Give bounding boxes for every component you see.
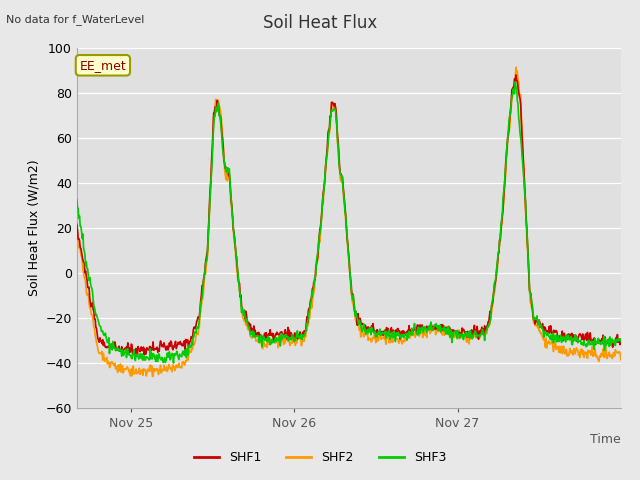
- SHF1: [512, 72, 520, 78]
- Text: Time: Time: [590, 433, 621, 446]
- SHF3: [511, 79, 519, 84]
- SHF1: [404, 327, 412, 333]
- SHF1: [131, 352, 138, 358]
- SHF3: [106, 341, 114, 347]
- SHF3: [617, 338, 625, 344]
- Text: Soil Heat Flux: Soil Heat Flux: [263, 14, 377, 33]
- SHF2: [404, 335, 412, 340]
- Y-axis label: Soil Heat Flux (W/m2): Soil Heat Flux (W/m2): [27, 160, 40, 296]
- SHF2: [106, 364, 114, 370]
- SHF3: [543, 333, 550, 338]
- SHF2: [73, 220, 81, 226]
- SHF1: [420, 325, 428, 331]
- SHF2: [543, 345, 550, 351]
- SHF2: [149, 373, 157, 379]
- SHF1: [486, 308, 494, 314]
- SHF3: [420, 326, 428, 332]
- Text: EE_met: EE_met: [79, 59, 126, 72]
- SHF2: [512, 64, 520, 70]
- SHF1: [543, 329, 550, 335]
- SHF2: [617, 357, 625, 362]
- SHF2: [486, 318, 494, 324]
- SHF3: [390, 330, 397, 336]
- SHF3: [486, 319, 494, 324]
- SHF1: [617, 336, 625, 342]
- SHF2: [420, 328, 428, 334]
- SHF1: [390, 327, 397, 333]
- Line: SHF1: SHF1: [77, 75, 621, 355]
- Text: No data for f_WaterLevel: No data for f_WaterLevel: [6, 14, 145, 25]
- SHF3: [404, 330, 412, 336]
- Line: SHF2: SHF2: [77, 67, 621, 376]
- SHF1: [73, 222, 81, 228]
- SHF2: [390, 338, 397, 344]
- SHF3: [73, 197, 81, 203]
- Legend: SHF1, SHF2, SHF3: SHF1, SHF2, SHF3: [189, 446, 451, 469]
- SHF3: [170, 360, 177, 366]
- SHF1: [106, 345, 114, 351]
- Line: SHF3: SHF3: [77, 82, 621, 363]
